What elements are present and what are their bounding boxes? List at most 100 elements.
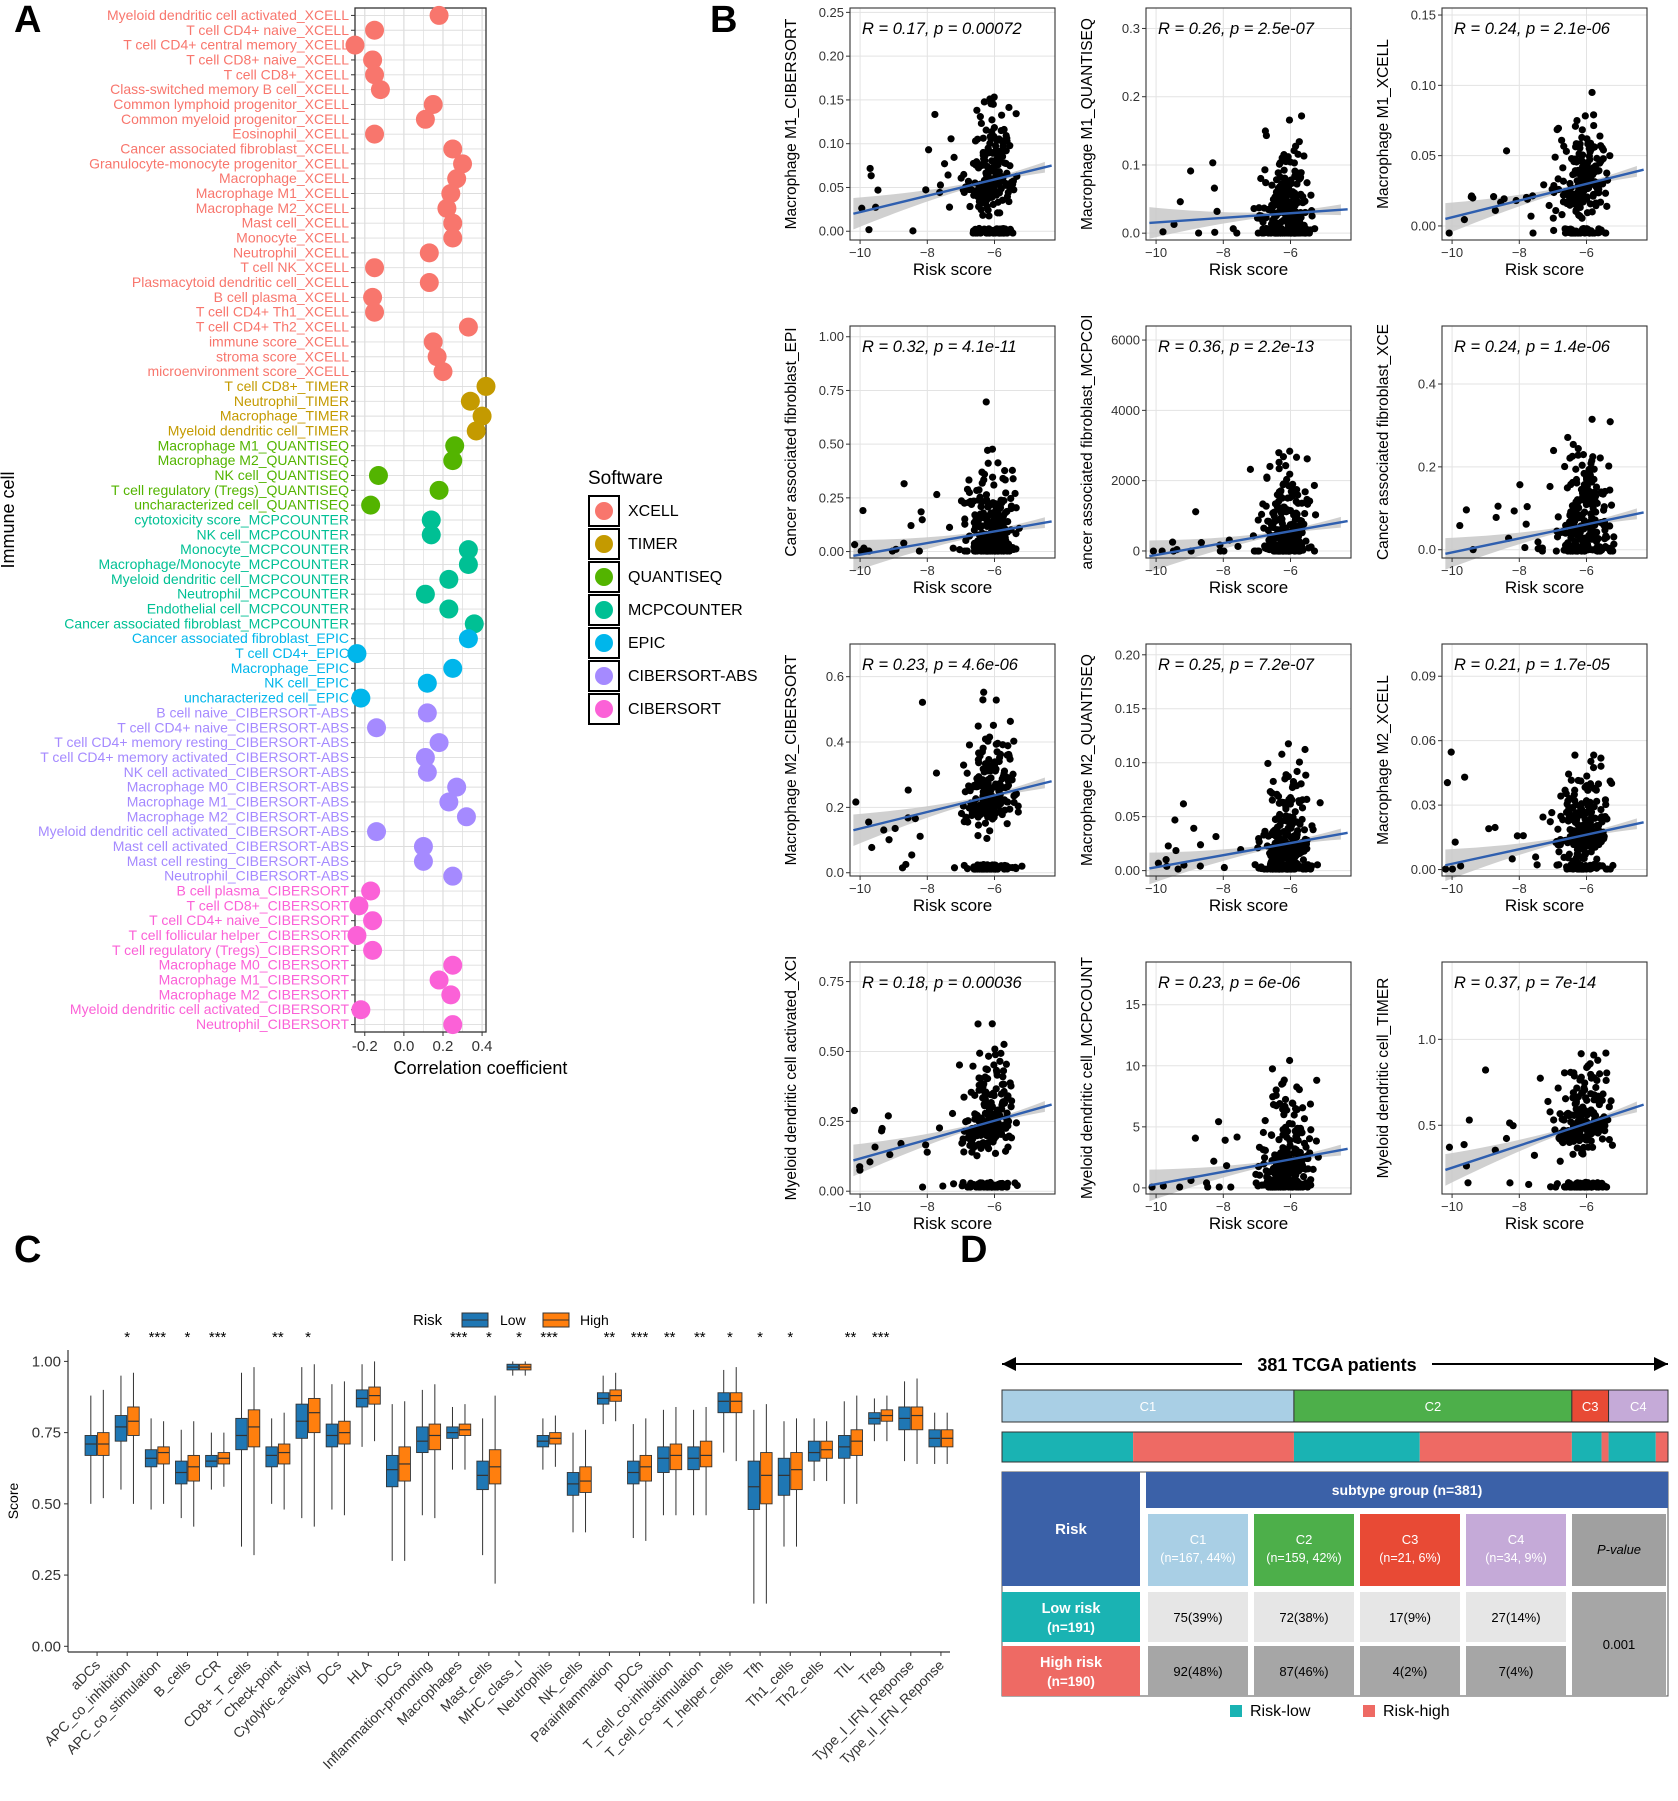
data-point — [1551, 153, 1559, 161]
box-high — [157, 1446, 170, 1465]
y-tick-label: T cell CD8+ naive_XCELL — [186, 51, 349, 67]
data-point — [957, 174, 965, 182]
x-axis-title: Risk score — [1505, 1214, 1584, 1233]
y-tick-label: 0.6 — [826, 669, 844, 684]
data-point — [1533, 861, 1541, 869]
data-point — [1594, 1056, 1602, 1064]
data-point — [1274, 792, 1283, 801]
legend-label-risk-high: Risk-high — [1383, 1703, 1450, 1720]
data-point — [992, 796, 1001, 804]
correlation-point — [367, 822, 387, 842]
data-point — [973, 1152, 981, 1160]
correlation-point — [439, 569, 459, 589]
legend-label: XCELL — [628, 503, 679, 520]
data-point — [971, 1091, 979, 1099]
data-point — [986, 827, 994, 835]
data-point — [1290, 159, 1298, 167]
regression-line — [1445, 821, 1644, 867]
data-point — [1000, 227, 1008, 235]
data-point — [1460, 1141, 1468, 1149]
y-tick-label: Common myeloid progenitor_XCELL — [121, 111, 349, 127]
y-tick-label: Macrophage/Monocyte_MCPCOUNTER — [98, 556, 349, 572]
y-axis-title: Macrophage M2_CIBERSORT — [783, 654, 800, 865]
data-point — [982, 126, 990, 134]
data-point — [1313, 1076, 1321, 1084]
correlation-point — [361, 495, 381, 515]
data-point — [1279, 864, 1287, 872]
y-tick-label: Macrophage_TIMER — [220, 408, 349, 424]
data-point — [975, 1074, 983, 1082]
data-point — [1256, 1171, 1264, 1179]
data-point — [1516, 481, 1524, 489]
subtype-bar-label: C1 — [1140, 1399, 1157, 1414]
subplot-bg — [850, 644, 1055, 876]
data-point — [1279, 453, 1288, 461]
data-point — [977, 502, 985, 511]
table-cell — [1148, 1592, 1248, 1642]
table-cell-value: 92(48%) — [1173, 1664, 1222, 1679]
correlation-point — [423, 94, 443, 114]
data-point — [1307, 191, 1315, 199]
data-point — [1597, 838, 1605, 846]
data-point — [1589, 515, 1597, 523]
y-tick-label: 0.25 — [819, 490, 844, 505]
data-point — [1297, 112, 1306, 120]
y-tick-label: T cell regulatory (Tregs)_QUANTISEQ — [111, 482, 349, 498]
data-point — [1590, 143, 1599, 151]
data-point — [1456, 521, 1464, 530]
x-tick-label: −8 — [1512, 563, 1527, 578]
correlation-point — [365, 258, 385, 278]
y-tick-label: 0.09 — [1411, 669, 1436, 684]
data-point — [979, 1094, 987, 1102]
data-point — [981, 735, 990, 743]
row-header-label: Low risk — [1042, 1601, 1102, 1617]
data-point — [960, 761, 968, 769]
data-point — [1300, 826, 1309, 834]
correlation-point — [443, 213, 463, 233]
data-point — [1298, 796, 1307, 804]
data-point — [1255, 547, 1263, 555]
data-point — [964, 1117, 972, 1125]
x-tick-label: −6 — [1579, 563, 1594, 578]
data-point — [993, 1071, 1001, 1079]
subplot-bg — [1146, 8, 1351, 240]
data-point — [1293, 829, 1301, 837]
data-point — [1191, 1134, 1199, 1142]
data-point — [1293, 1131, 1301, 1140]
subtype-header-sub: (n=34, 9%) — [1485, 1551, 1547, 1565]
data-point — [981, 819, 990, 827]
data-point — [1502, 147, 1511, 155]
data-point — [999, 1067, 1008, 1075]
x-tick-label: −8 — [920, 881, 935, 896]
data-point — [971, 1110, 979, 1118]
box-low — [416, 1426, 429, 1454]
data-point — [1606, 547, 1614, 555]
legend-label-risk-low: Risk-low — [1250, 1703, 1311, 1720]
data-point — [922, 1141, 930, 1149]
data-point — [983, 171, 991, 179]
y-tick-label: 0.2 — [826, 800, 844, 815]
data-point — [980, 688, 988, 696]
data-point — [1592, 483, 1601, 491]
data-point — [1448, 865, 1457, 873]
title-bg — [1242, 1352, 1432, 1376]
data-point — [1262, 179, 1270, 187]
data-point — [1561, 1095, 1570, 1103]
data-point — [993, 168, 1001, 176]
data-point — [1273, 516, 1281, 524]
data-point — [1569, 440, 1577, 449]
data-point — [1263, 1177, 1271, 1186]
data-point — [923, 1148, 931, 1156]
panel-letter-d: D — [960, 1229, 987, 1271]
correlation-point — [415, 584, 435, 604]
scatter-subplot: −10 −8 −6 0.0 0.1 0.2 0.3 Risk score Macrophage … — [1079, 7, 1352, 279]
data-point — [1491, 206, 1499, 215]
data-point — [975, 759, 983, 767]
y-tick-label: Macrophage M0_CIBERSORT — [159, 957, 350, 973]
data-point — [973, 779, 982, 787]
data-point — [985, 149, 993, 157]
data-point — [1297, 1126, 1305, 1134]
data-point — [1195, 229, 1203, 237]
data-point — [1597, 762, 1605, 770]
data-point — [990, 547, 999, 555]
